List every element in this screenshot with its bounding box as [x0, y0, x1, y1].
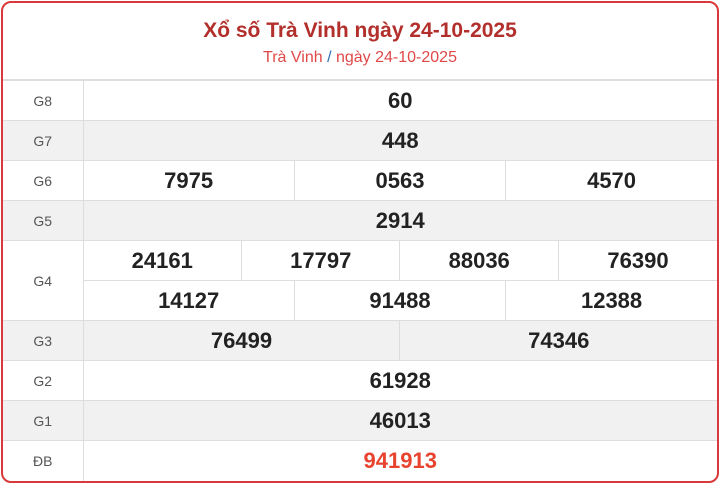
- prize-number: 2914: [82, 200, 717, 241]
- row-g1: G1 46013: [3, 400, 717, 441]
- special-prize-number: 941913: [82, 440, 717, 481]
- prize-number: 0563: [293, 160, 507, 201]
- prize-number: 12388: [505, 280, 717, 321]
- prize-number: 46013: [82, 400, 717, 441]
- page-title: Xổ số Trà Vinh ngày 24-10-2025: [203, 19, 517, 42]
- prize-label: G4: [3, 240, 84, 321]
- row-g5: G5 2914: [3, 200, 717, 241]
- row-special: ĐB 941913: [3, 440, 717, 481]
- breadcrumb-separator: /: [327, 49, 332, 66]
- prize-label: G7: [3, 120, 84, 161]
- prize-number: 88036: [399, 240, 559, 281]
- prize-number: 60: [82, 80, 717, 121]
- prize-number: 17797: [240, 240, 401, 281]
- prize-label: G1: [3, 400, 84, 441]
- prize-label: G8: [3, 80, 84, 121]
- prize-number: 61928: [82, 360, 717, 401]
- prize-number: 91488: [293, 280, 507, 321]
- header: Xổ số Trà Vinh ngày 24-10-2025 Trà Vinh …: [3, 3, 717, 80]
- prize-label: G3: [3, 320, 84, 361]
- row-g2: G2 61928: [3, 360, 717, 401]
- prize-label: G5: [3, 200, 84, 241]
- breadcrumb-date: ngày 24-10-2025: [335, 49, 457, 66]
- row-g6: G6 7975 0563 4570: [3, 160, 717, 201]
- breadcrumb-province-link[interactable]: Trà Vinh: [263, 49, 323, 66]
- prize-number: 76499: [82, 320, 401, 361]
- row-g3: G3 76499 74346: [3, 320, 717, 361]
- prize-number: 448: [82, 120, 717, 161]
- row-g7: G7 448: [3, 120, 717, 161]
- prize-number: 7975: [82, 160, 295, 201]
- prize-number: 74346: [399, 320, 717, 361]
- breadcrumb: Trà Vinh / ngày 24-10-2025: [3, 49, 717, 67]
- row-g4-b: 14127 91488 12388: [3, 280, 717, 321]
- row-g4-a: G4 24161 17797 88036 76390: [3, 240, 717, 321]
- prize-number: 14127: [82, 280, 295, 321]
- row-g8: G8 60: [3, 80, 717, 121]
- prize-number: 4570: [505, 160, 717, 201]
- prize-label: G6: [3, 160, 84, 201]
- prize-label: G2: [3, 360, 84, 401]
- prize-label: ĐB: [3, 440, 84, 481]
- prize-number: 24161: [82, 240, 242, 281]
- results-table: G8 60 G7 448 G6 7975 0563 4570 G5 2914 G4 24161…: [3, 80, 717, 481]
- prize-number: 76390: [557, 240, 717, 281]
